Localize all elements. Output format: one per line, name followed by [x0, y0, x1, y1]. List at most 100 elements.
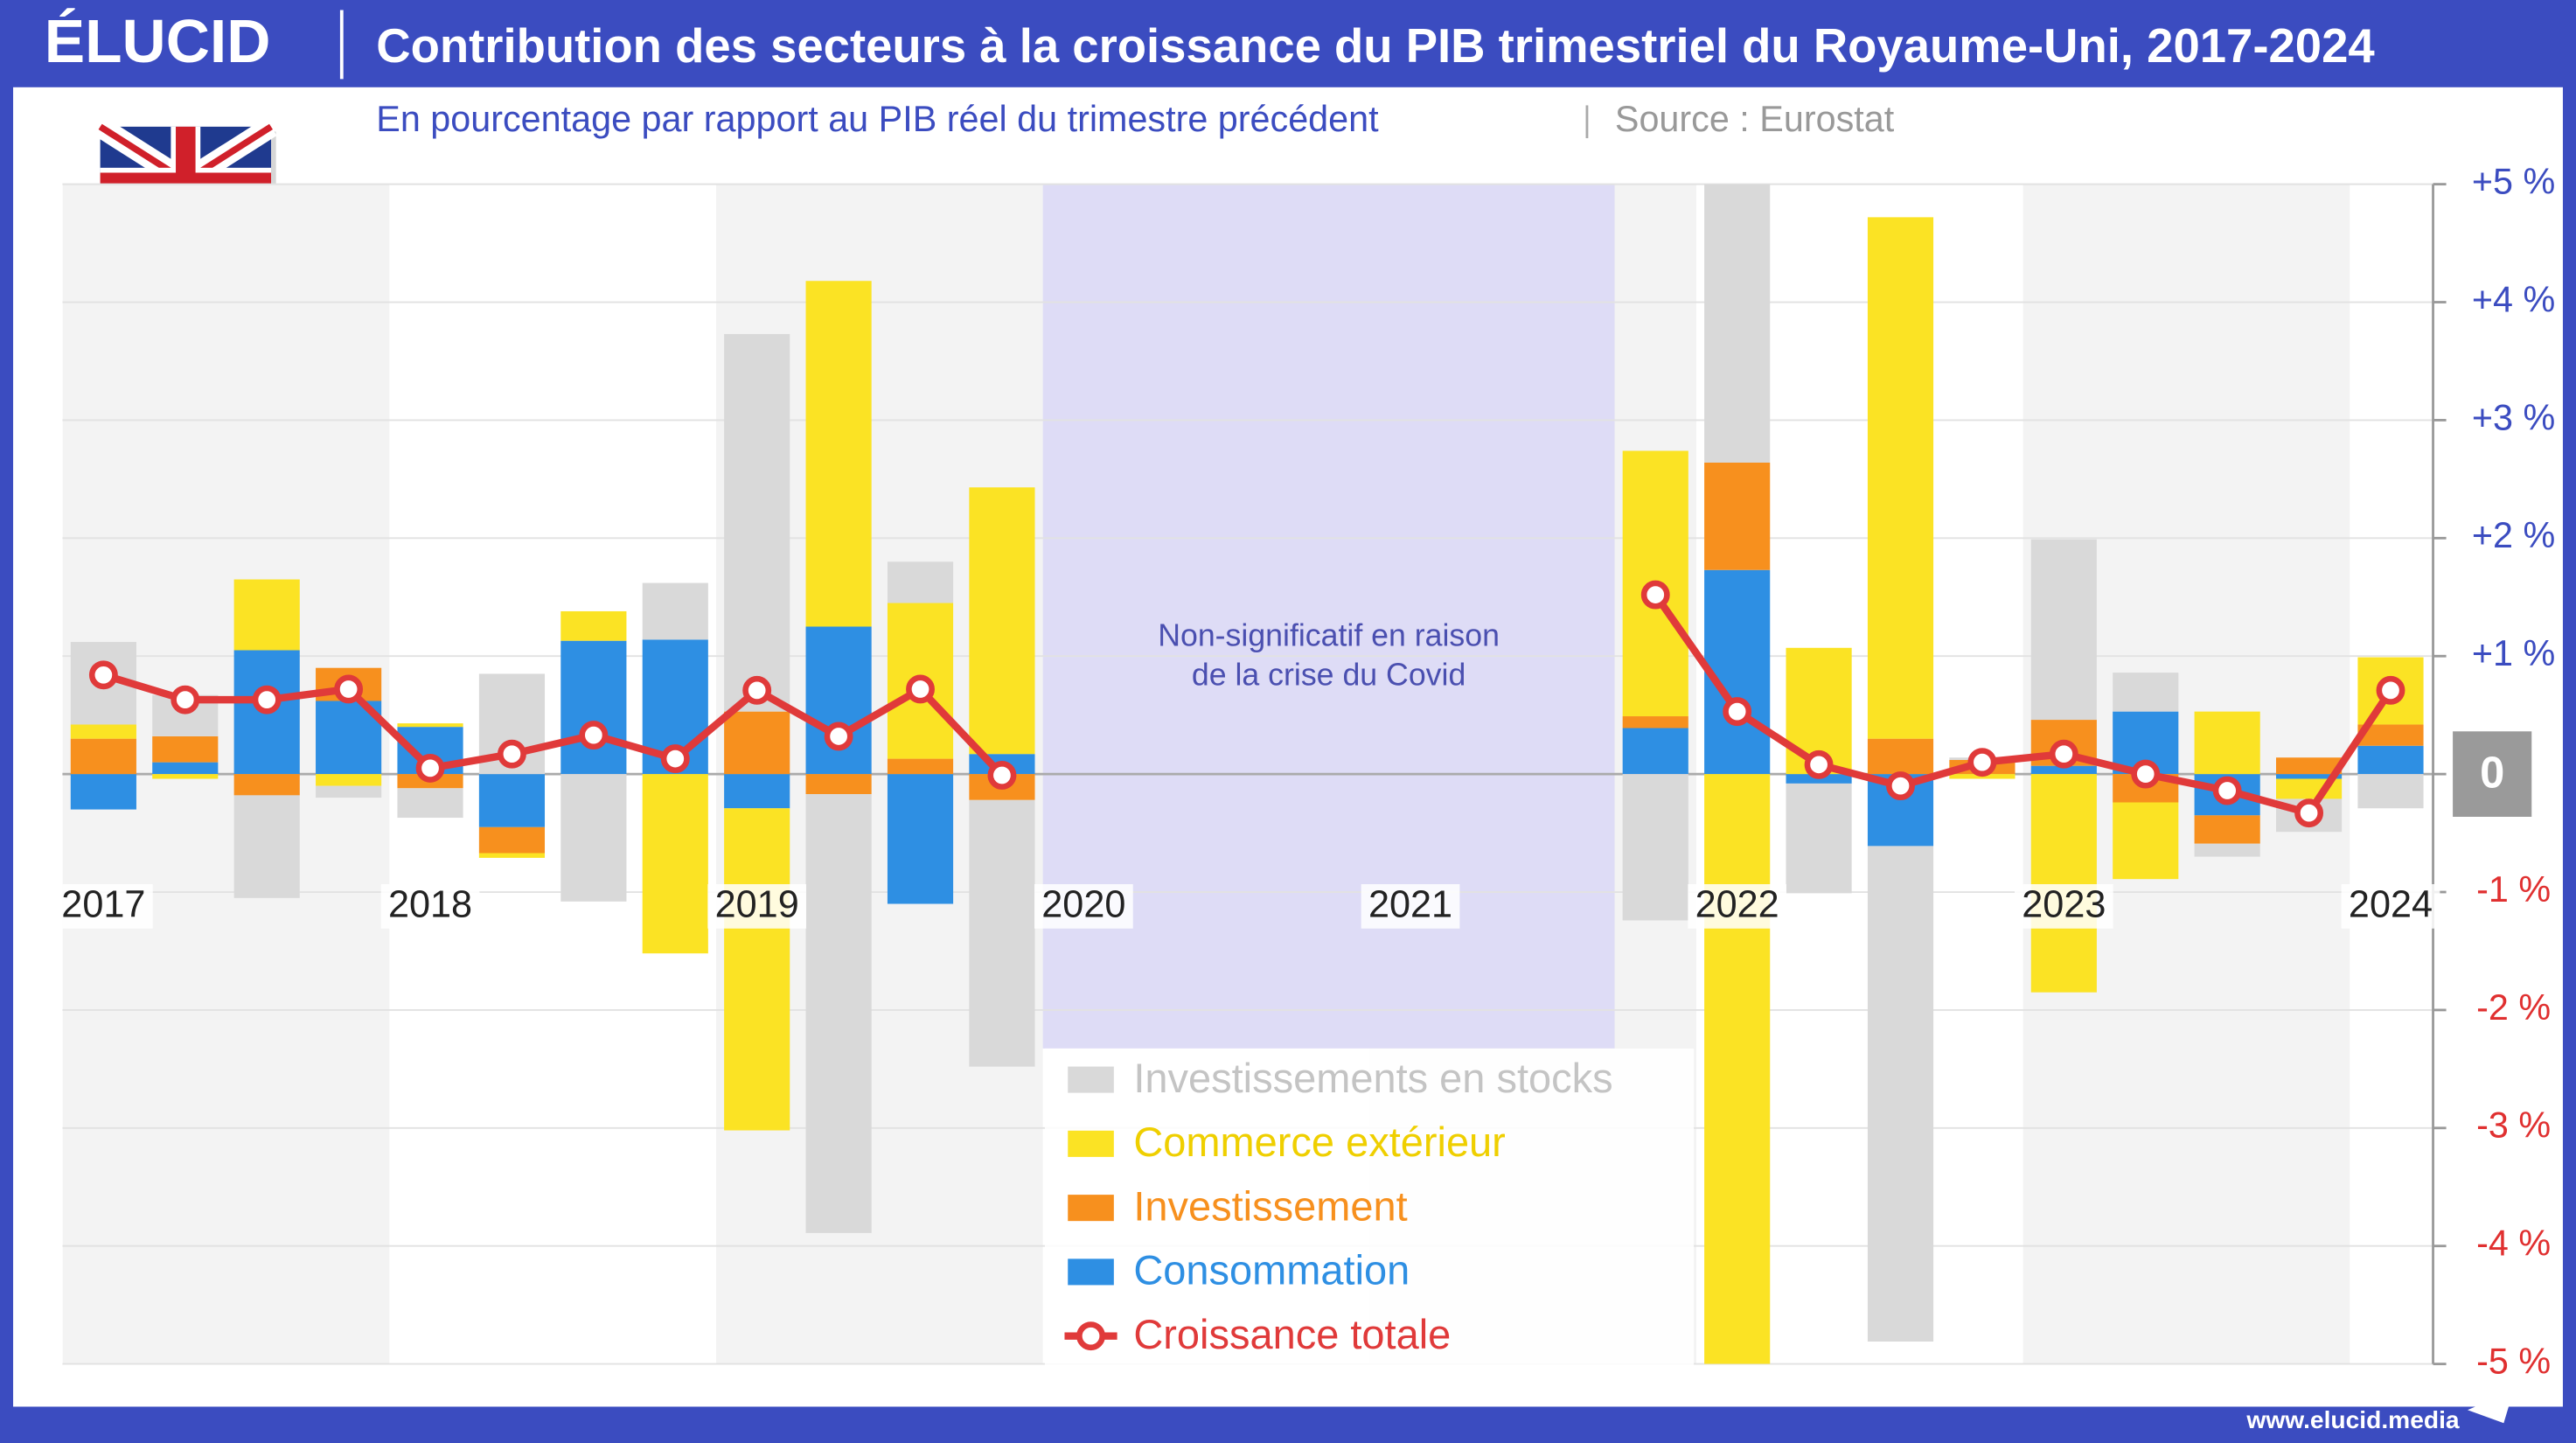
x-label-bg	[2014, 884, 2113, 929]
chart-title: Contribution des secteurs à la croissanc…	[376, 19, 2374, 73]
bar-segment	[478, 853, 546, 858]
bar-segment	[724, 774, 790, 809]
bar-segment	[1867, 217, 1934, 739]
legend-swatch	[1068, 1066, 1114, 1093]
bar-segment	[2194, 815, 2260, 844]
bar-segment	[969, 487, 1035, 755]
y-tick-label: 0	[2480, 747, 2504, 797]
footer-url: www.elucid.media	[2245, 1405, 2460, 1433]
x-label-bg	[707, 884, 807, 929]
total-point	[906, 674, 935, 704]
x-tick-label: 2021	[1368, 884, 1452, 926]
bar-segment	[724, 711, 790, 775]
bar-segment	[1867, 738, 1934, 775]
total-point	[1640, 580, 1670, 610]
y-tick-label: +1 %	[2472, 633, 2555, 673]
total-point	[987, 761, 1017, 790]
x-label-bg	[1361, 884, 1460, 929]
total-point	[1967, 748, 1997, 777]
x-tick-label: 2017	[61, 884, 145, 926]
bar-segment	[233, 795, 300, 898]
x-tick-label: 2018	[388, 884, 472, 926]
bar-segment	[233, 579, 300, 651]
plot-area: +5 % +4 % +3 % +2 % +1 % 0 -1 % -2 % -3 % -4 % -5 …	[54, 162, 2555, 1382]
y-tick-label: -1 %	[2476, 869, 2551, 910]
logo: ÉLUCID	[45, 7, 271, 75]
bar-segment	[969, 799, 1035, 1067]
x-label-bg	[1034, 884, 1133, 929]
total-point	[88, 660, 118, 690]
y-tick-label: +3 %	[2472, 397, 2555, 437]
bar-segment	[1786, 783, 1852, 894]
bar-segment	[1622, 774, 1688, 921]
bar-segment	[2030, 539, 2097, 721]
y-tick-label: +2 %	[2472, 515, 2555, 555]
legend-swatch	[1068, 1195, 1114, 1222]
total-point	[824, 722, 853, 751]
zero-label-box	[2453, 731, 2532, 817]
y-tick-label: -4 %	[2476, 1223, 2551, 1264]
x-label-bg	[1688, 884, 1787, 929]
bar-segment	[805, 626, 872, 775]
total-point	[1804, 749, 1834, 779]
bar-segment	[642, 774, 708, 954]
bar-segment	[560, 610, 627, 641]
bar-segment	[805, 794, 872, 1233]
total-point	[742, 675, 772, 705]
bar-segment	[724, 333, 790, 712]
total-point	[498, 739, 526, 769]
bar-segment	[724, 808, 790, 1131]
bar-segment	[233, 774, 300, 796]
bar-segment	[2194, 843, 2260, 857]
total-point	[2049, 739, 2078, 769]
total-point	[2212, 776, 2242, 805]
y-tick-label: +4 %	[2472, 279, 2555, 319]
bar-segment	[1867, 846, 1934, 1342]
bars	[70, 184, 2424, 1364]
bar-segment	[1704, 462, 1771, 570]
total-point	[171, 685, 200, 715]
bar-segment	[478, 826, 546, 854]
bar-segment	[2030, 765, 2097, 775]
bar-segment	[805, 774, 872, 795]
bar-segment	[316, 785, 382, 798]
total-point	[2376, 675, 2405, 705]
bar-segment	[560, 640, 627, 775]
bar-segment	[1704, 184, 1771, 463]
total-point	[415, 753, 445, 783]
total-point	[252, 685, 282, 715]
bar-segment	[2113, 673, 2179, 712]
bar-segment	[2276, 774, 2343, 779]
total-point	[334, 674, 364, 704]
bar-segment	[2030, 774, 2097, 993]
x-label-bg	[380, 884, 480, 929]
bar-segment	[397, 723, 463, 728]
y-tick-label: +5 %	[2472, 162, 2555, 202]
legend-bg	[1044, 1048, 1695, 1368]
chart-source: Source : Eurostat	[1615, 99, 1895, 139]
bar-segment	[1704, 774, 1771, 1364]
total-point	[660, 744, 690, 774]
bar-segment	[70, 774, 136, 810]
footer-icon	[2467, 1390, 2514, 1424]
total-point	[2294, 798, 2324, 828]
bar-segment	[560, 774, 627, 902]
chart-subtitle: En pourcentage par rapport au PIB réel d…	[376, 99, 1379, 139]
bar-segment	[2276, 757, 2343, 775]
annotation: de la crise du Covid	[1192, 658, 1466, 693]
bar-segment	[152, 735, 219, 763]
annotation: Non-significatif en raison	[1158, 618, 1500, 653]
total-point	[579, 721, 609, 750]
legend-label: Investissement	[1133, 1182, 1407, 1229]
legend-swatch	[1068, 1130, 1114, 1157]
bar-segment	[152, 762, 219, 775]
bar-segment	[805, 281, 872, 627]
x-label-bg	[2341, 884, 2440, 929]
legend-swatch	[1068, 1258, 1114, 1286]
bar-segment	[316, 774, 382, 786]
x-tick-label: 2022	[1695, 884, 1779, 926]
total-point	[1723, 697, 1752, 727]
x-label-bg	[54, 884, 153, 929]
